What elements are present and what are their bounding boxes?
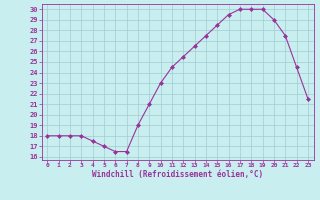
X-axis label: Windchill (Refroidissement éolien,°C): Windchill (Refroidissement éolien,°C) (92, 170, 263, 179)
